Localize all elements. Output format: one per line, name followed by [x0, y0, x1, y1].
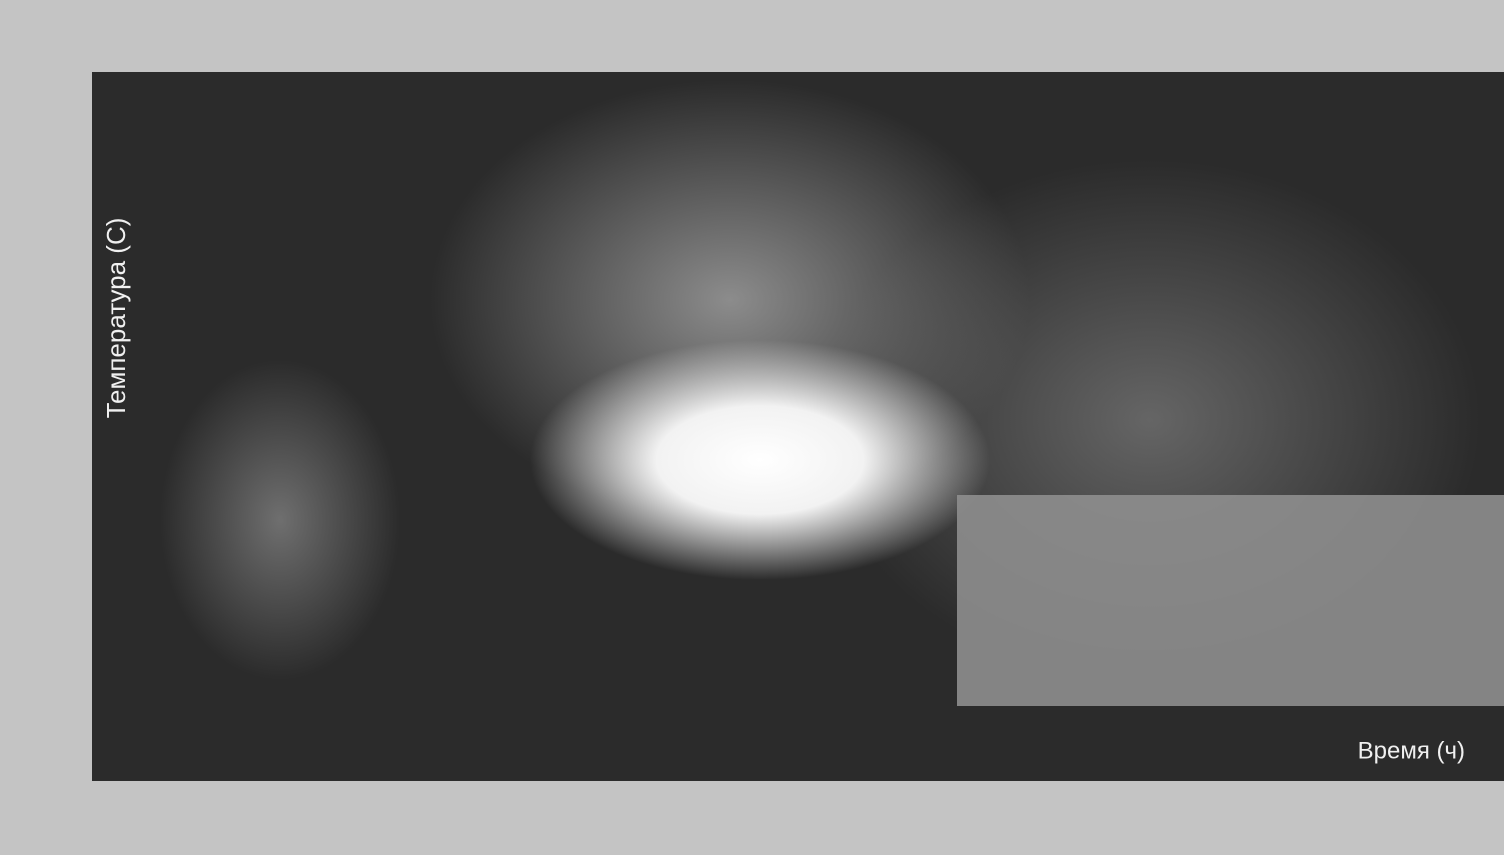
background-photo — [92, 72, 1504, 781]
x-axis-label: Время (ч) — [1358, 737, 1465, 764]
y-axis-label: Температура (С) — [101, 218, 131, 419]
legend-box — [957, 495, 1504, 706]
